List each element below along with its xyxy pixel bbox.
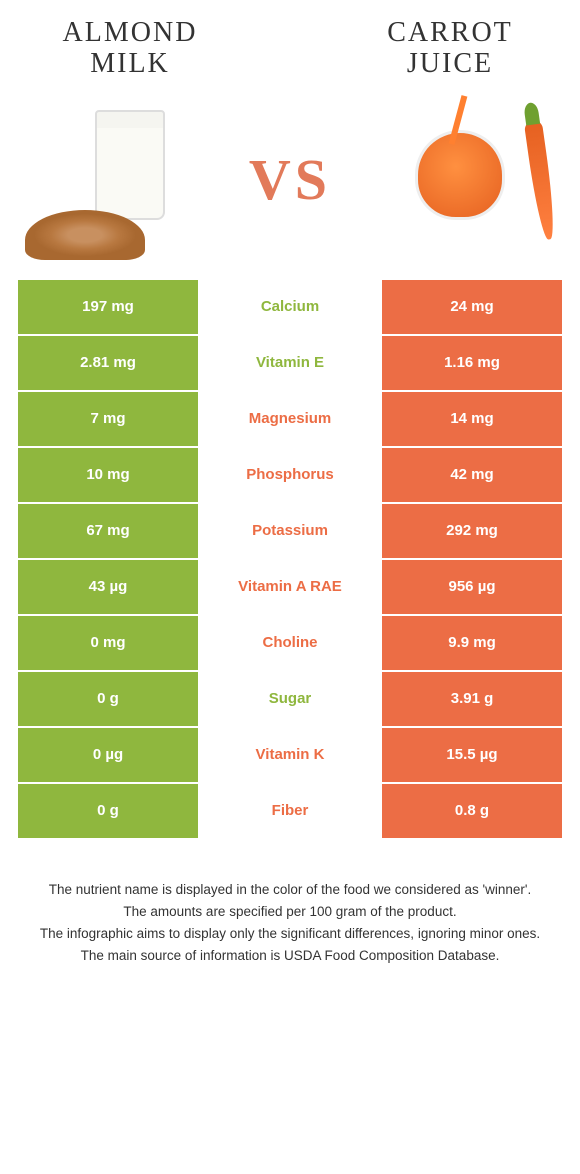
table-row: 10 mgPhosphorus42 mg	[18, 448, 562, 502]
nutrient-name: Vitamin A RAE	[198, 560, 382, 614]
right-value: 292 mg	[382, 504, 562, 558]
milk-glass-icon	[95, 110, 165, 220]
juice-cup-icon	[415, 130, 505, 220]
right-value: 9.9 mg	[382, 616, 562, 670]
nutrient-name: Vitamin E	[198, 336, 382, 390]
nutrient-table: 197 mgCalcium24 mg2.81 mgVitamin E1.16 m…	[0, 280, 580, 860]
nutrient-name: Calcium	[198, 280, 382, 334]
footer-line2: The amounts are specified per 100 gram o…	[30, 902, 550, 922]
table-row: 2.81 mgVitamin E1.16 mg	[18, 336, 562, 390]
left-value: 197 mg	[18, 280, 198, 334]
left-value: 0 g	[18, 784, 198, 838]
footer-notes: The nutrient name is displayed in the co…	[0, 860, 580, 1009]
title-right: CARROT JUICE	[350, 18, 550, 80]
nutrient-name: Potassium	[198, 504, 382, 558]
footer-line3: The infographic aims to display only the…	[30, 924, 550, 944]
table-row: 0 mgCholine9.9 mg	[18, 616, 562, 670]
left-value: 10 mg	[18, 448, 198, 502]
title-right-line2: JUICE	[407, 48, 493, 79]
right-value: 24 mg	[382, 280, 562, 334]
table-row: 0 µgVitamin K15.5 µg	[18, 728, 562, 782]
nutrient-name: Phosphorus	[198, 448, 382, 502]
nutrient-name: Sugar	[198, 672, 382, 726]
right-value: 1.16 mg	[382, 336, 562, 390]
right-value: 15.5 µg	[382, 728, 562, 782]
left-value: 7 mg	[18, 392, 198, 446]
right-value: 3.91 g	[382, 672, 562, 726]
left-value: 0 µg	[18, 728, 198, 782]
title-left-line2: MILK	[90, 48, 170, 79]
almond-milk-image	[25, 100, 185, 260]
table-row: 0 gSugar3.91 g	[18, 672, 562, 726]
header: ALMOND MILK CARROT JUICE	[0, 0, 580, 90]
table-row: 0 gFiber0.8 g	[18, 784, 562, 838]
table-row: 197 mgCalcium24 mg	[18, 280, 562, 334]
left-value: 43 µg	[18, 560, 198, 614]
right-value: 956 µg	[382, 560, 562, 614]
hero: VS	[0, 90, 580, 280]
nutrient-name: Magnesium	[198, 392, 382, 446]
vs-label: VS	[249, 146, 331, 213]
nutrient-name: Fiber	[198, 784, 382, 838]
title-left-line1: ALMOND	[63, 17, 198, 48]
title-right-line1: CARROT	[387, 17, 513, 48]
right-value: 0.8 g	[382, 784, 562, 838]
left-value: 67 mg	[18, 504, 198, 558]
right-value: 14 mg	[382, 392, 562, 446]
table-row: 7 mgMagnesium14 mg	[18, 392, 562, 446]
carrot-juice-image	[395, 100, 555, 260]
left-value: 0 g	[18, 672, 198, 726]
left-value: 2.81 mg	[18, 336, 198, 390]
nutrient-name: Vitamin K	[198, 728, 382, 782]
carrot-icon	[524, 119, 559, 240]
table-row: 67 mgPotassium292 mg	[18, 504, 562, 558]
footer-line1: The nutrient name is displayed in the co…	[30, 880, 550, 900]
footer-line4: The main source of information is USDA F…	[30, 946, 550, 966]
title-left: ALMOND MILK	[30, 18, 230, 80]
nutrient-name: Choline	[198, 616, 382, 670]
right-value: 42 mg	[382, 448, 562, 502]
table-row: 43 µgVitamin A RAE956 µg	[18, 560, 562, 614]
left-value: 0 mg	[18, 616, 198, 670]
